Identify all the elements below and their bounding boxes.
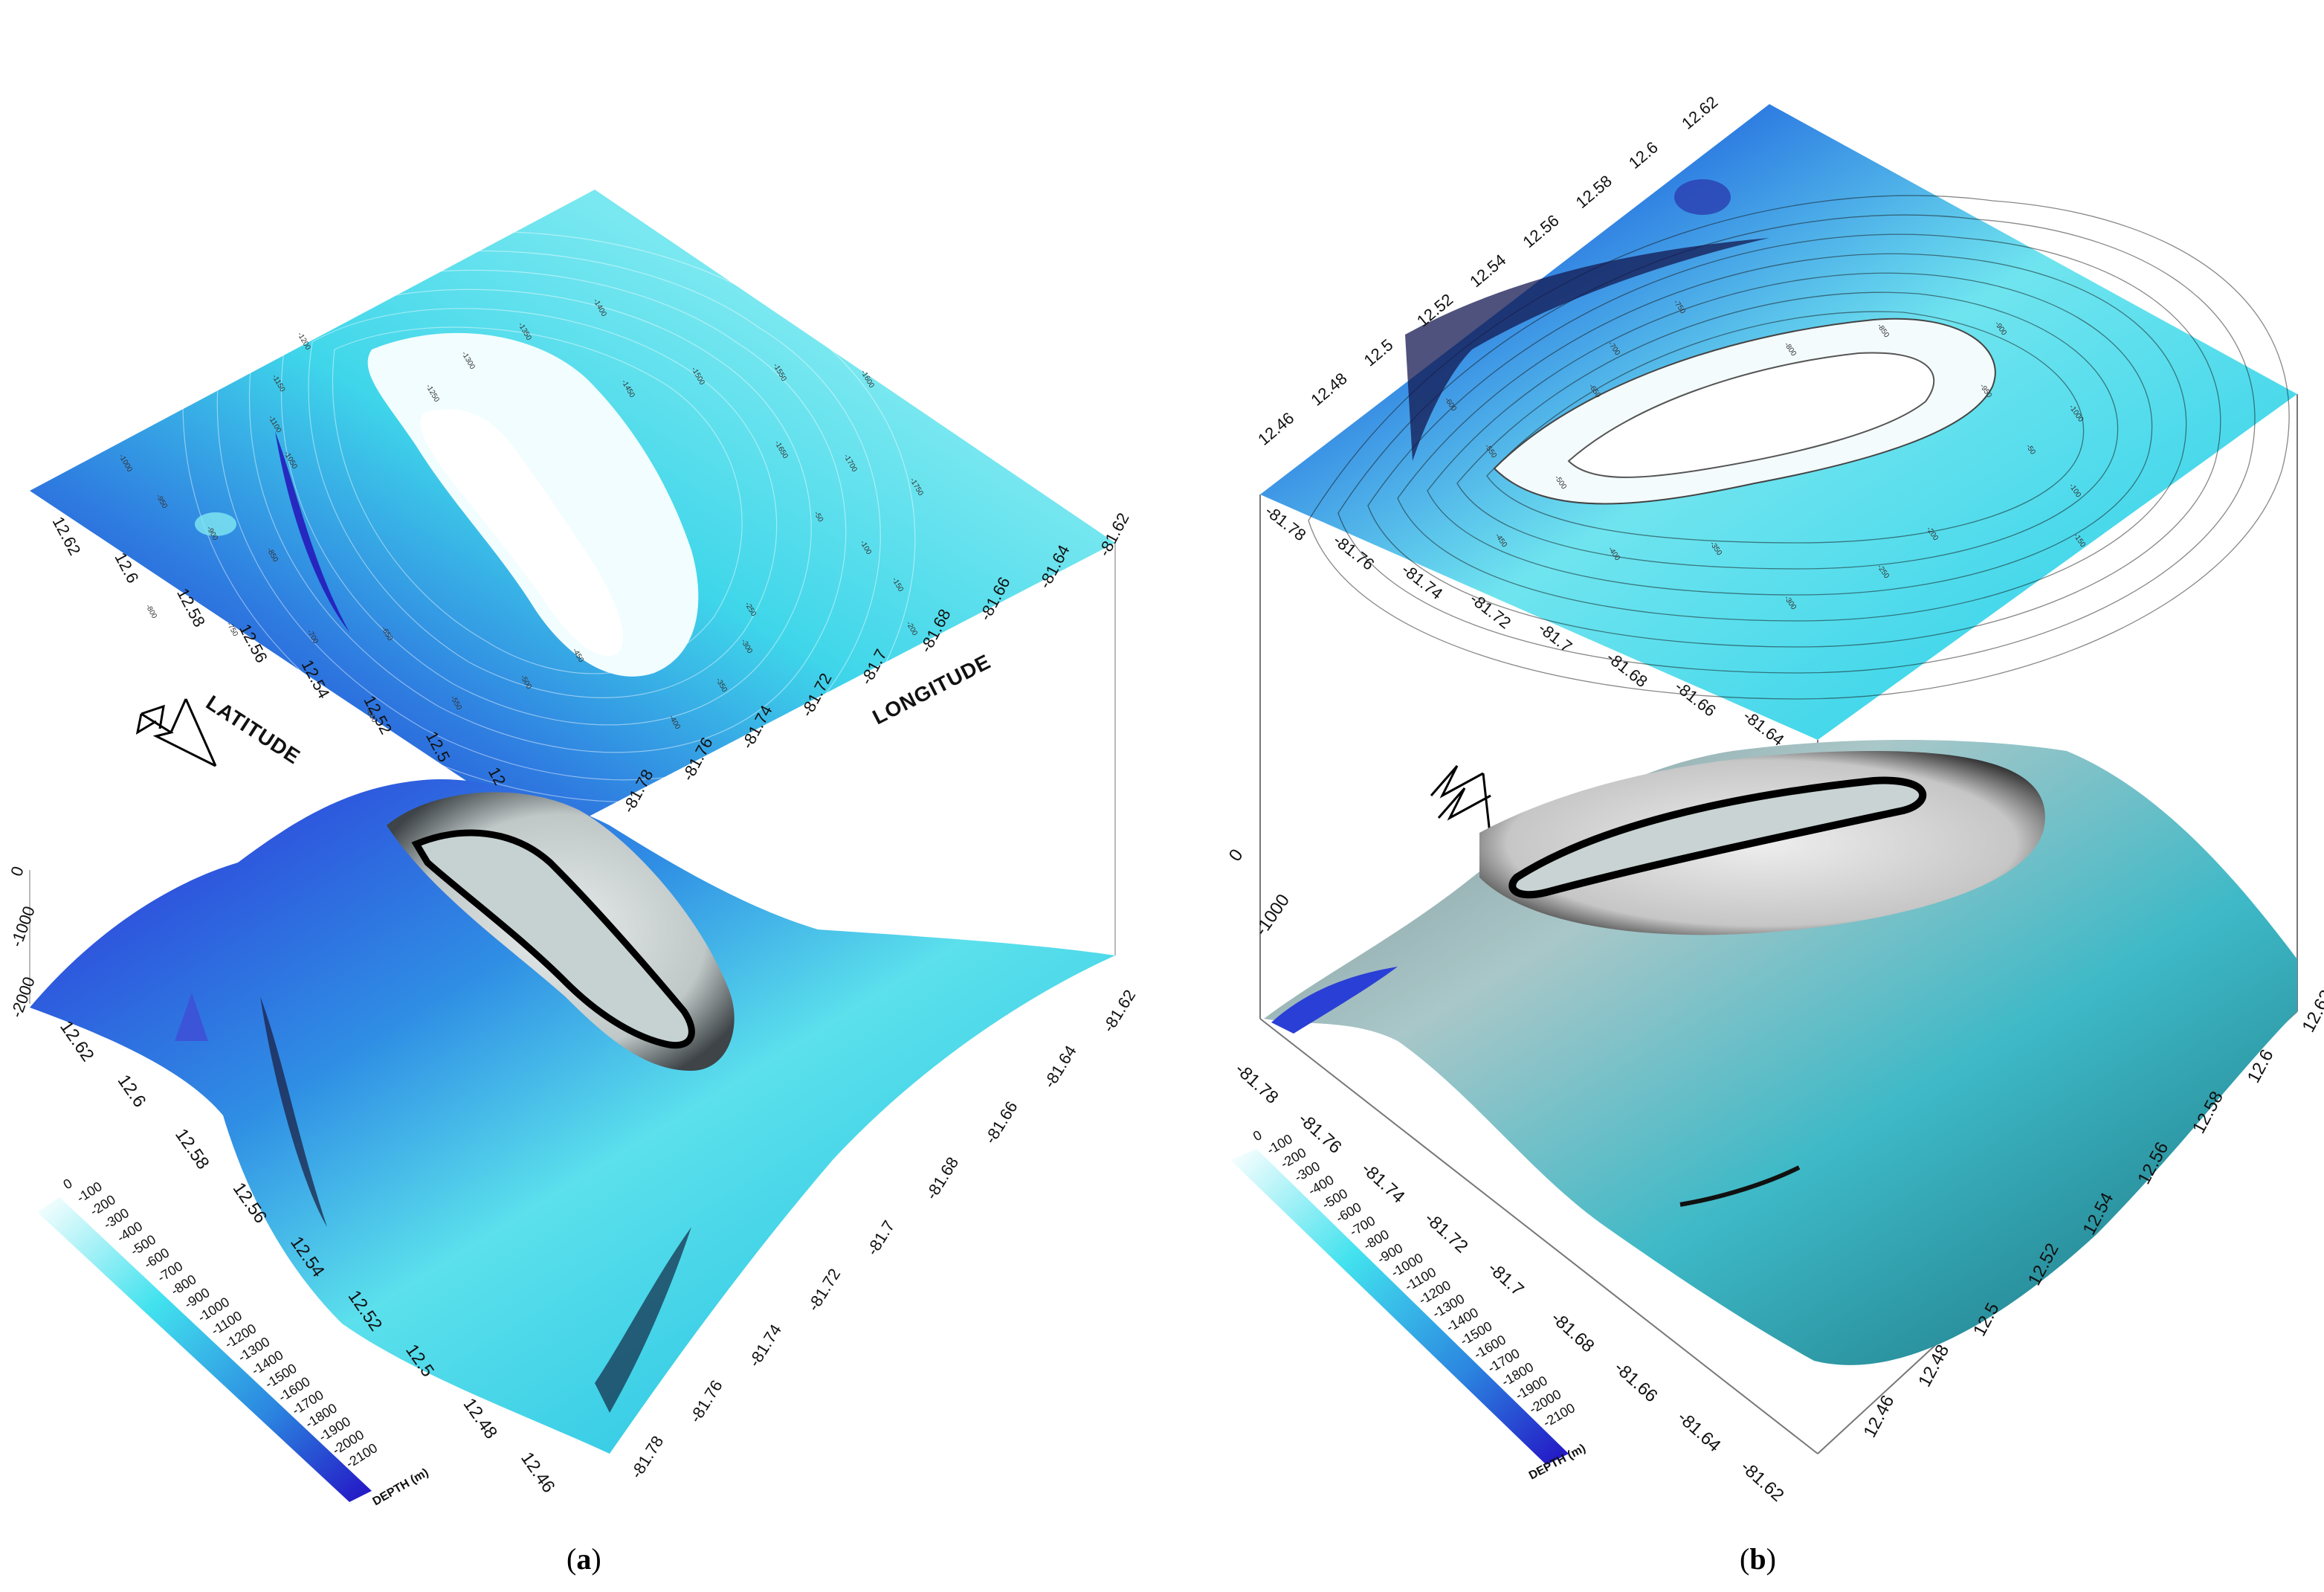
surface-longitude-tick: -81.74 xyxy=(745,1321,785,1370)
vertical-depth-tick: -2000 xyxy=(7,974,39,1019)
panel-b-legend: 0 -100-200-300-400-500-600-700-800-900-10… xyxy=(1230,1127,1588,1483)
panel-b-seamount xyxy=(1674,179,1731,215)
panel-a-surface-trench xyxy=(260,996,327,1227)
panel-b-trench xyxy=(1405,238,1769,461)
panel-a-frame xyxy=(29,543,1116,1004)
panel-a-island-surface xyxy=(411,829,695,1049)
surface-longitude-tick: -81.7 xyxy=(1484,1258,1528,1301)
surface-longitude-tick: -81.66 xyxy=(981,1098,1021,1147)
panel-a-legend-ramp xyxy=(37,1197,372,1502)
map-latitude-tick: 12.54 xyxy=(1466,251,1509,291)
panel-b-legend-ramp xyxy=(1230,1149,1569,1465)
surface-longitude-tick: -81.78 xyxy=(1231,1059,1282,1108)
panel-a: -50-100-150-200-250-300-350-400-450-500-… xyxy=(7,190,1139,1576)
legend-value: 0 xyxy=(1250,1127,1265,1144)
map-latitude-tick: 12.56 xyxy=(1519,211,1562,252)
panel-a-surface-body xyxy=(30,779,1115,1454)
panel-b-surface-scar xyxy=(1679,1165,1801,1207)
surface-latitude-tick: 12.62 xyxy=(2298,987,2324,1036)
panel-a-legend-title: DEPTH (m) xyxy=(371,1466,431,1509)
map-latitude-tick: 12.48 xyxy=(1307,369,1350,410)
surface-latitude-tick: 12.46 xyxy=(1859,1392,1898,1441)
surface-longitude-tick: -81.62 xyxy=(1099,986,1139,1035)
map-latitude-tick: 12.46 xyxy=(1254,408,1297,449)
surface-longitude-tick: -81.76 xyxy=(685,1376,726,1425)
panel-b-surface-deep-edge xyxy=(1271,967,1398,1034)
north-arrow-icon xyxy=(135,698,217,767)
map-latitude-tick: 12.6 xyxy=(1625,138,1662,173)
panel-b-island xyxy=(1567,352,1935,478)
panel-a-seamount xyxy=(195,512,236,536)
surface-longitude-tick: -81.64 xyxy=(1040,1042,1080,1091)
legend-value: 0 xyxy=(61,1176,75,1192)
panel-b-3d-surface xyxy=(1264,740,2297,1365)
vertical-depth-tick: 0 xyxy=(1225,845,1247,865)
panel-a-contour-lines xyxy=(182,231,916,802)
panel-b: -50-100-150-200-250-300-350-400-450-500-… xyxy=(1225,92,2324,1576)
surface-longitude-tick: -81.72 xyxy=(804,1265,844,1314)
surface-longitude-tick: -81.66 xyxy=(1610,1358,1662,1407)
surface-latitude-tick: 12.46 xyxy=(517,1448,559,1497)
surface-longitude-tick: -81.64 xyxy=(1673,1407,1725,1456)
map-latitude-tick: 12.58 xyxy=(1572,172,1615,213)
panel-b-vertical-ticks: 0 -1000 xyxy=(1225,845,1294,939)
surface-longitude-tick: -81.72 xyxy=(1421,1208,1472,1257)
panel-a-contour-map xyxy=(30,190,1115,837)
vertical-depth-tick: -1000 xyxy=(1251,891,1294,940)
surface-latitude-tick: 12.6 xyxy=(114,1071,150,1111)
surface-longitude-tick: -81.68 xyxy=(1547,1308,1598,1357)
panel-b-caption: (b) xyxy=(1740,1542,1776,1576)
surface-latitude-tick: 12.58 xyxy=(171,1125,213,1173)
panel-b-contour-map xyxy=(1260,104,2297,740)
panel-a-island xyxy=(420,409,624,656)
surface-longitude-tick: -81.78 xyxy=(627,1432,667,1481)
contour-value-label: -800 xyxy=(143,603,158,620)
panel-b-contour-lines xyxy=(1308,195,2290,700)
panel-b-legend-labels: 0 -100-200-300-400-500-600-700-800-900-10… xyxy=(1250,1127,1578,1430)
vertical-depth-tick: 0 xyxy=(7,864,28,879)
panel-a-longitude-title: LONGITUDE xyxy=(869,650,995,729)
panel-a-surface-shadow xyxy=(595,1227,691,1413)
panel-a-caption: (a) xyxy=(567,1542,601,1576)
vertical-depth-tick: -1000 xyxy=(7,903,39,949)
north-arrow-icon xyxy=(1430,765,1492,841)
surface-longitude-tick: -81.68 xyxy=(922,1153,962,1202)
panel-a-latitude-title: LATITUDE xyxy=(202,691,305,769)
panel-a-vertical-ticks: 0 -1000 -2000 xyxy=(7,864,39,1020)
surface-longitude-tick: -81.74 xyxy=(1358,1158,1409,1208)
surface-longitude-tick: -81.62 xyxy=(1737,1457,1788,1506)
map-latitude-tick: 12.62 xyxy=(1678,92,1721,133)
panel-a-3d-surface xyxy=(30,779,1115,1454)
surface-longitude-tick: -81.7 xyxy=(863,1217,899,1259)
panel-a-surface-spike xyxy=(175,993,208,1041)
panel-b-island-surface xyxy=(1508,776,1927,899)
map-latitude-tick: 12.5 xyxy=(1360,335,1397,370)
